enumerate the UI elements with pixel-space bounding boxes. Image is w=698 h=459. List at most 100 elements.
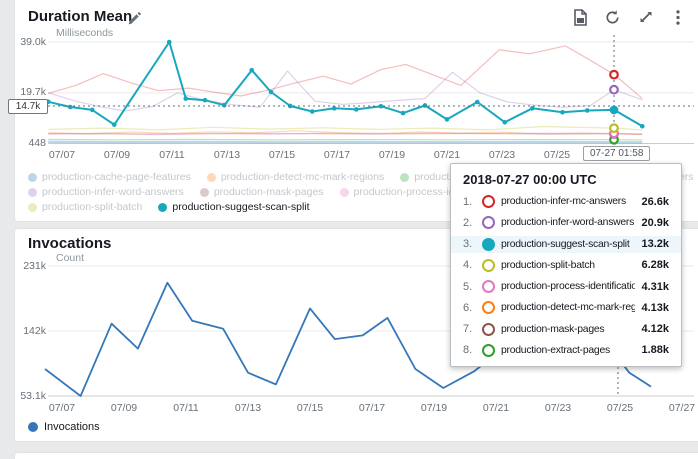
x-tick-label: 07/13 xyxy=(213,149,241,161)
tooltip-rank: 4. xyxy=(463,259,473,272)
tooltip-series-value: 4.13k xyxy=(641,301,669,314)
y-tick-label: 39.0k xyxy=(20,36,46,48)
y-tick-label: 448 xyxy=(28,137,46,149)
x-tick-label: 07/11 xyxy=(159,149,185,161)
tooltip-series-name: production-process-identification-region… xyxy=(501,281,636,293)
tooltip-rank: 2. xyxy=(463,216,473,229)
legend-label: production-infer-word-answers xyxy=(42,186,184,198)
tooltip-series-name: production-detect-mc-mark-regions xyxy=(501,302,636,314)
tooltip-row-production-mask-pages: 7. production-mask-pages 4.12k xyxy=(451,321,681,338)
x-tick-label: 07/15 xyxy=(268,149,296,161)
series-color-dot-icon xyxy=(482,237,495,251)
legend-dot xyxy=(158,202,168,212)
tooltip-series-name: production-infer-mc-answers xyxy=(501,196,626,208)
x-tick-label: 07/11 xyxy=(173,402,199,414)
x-tick-label: 07/19 xyxy=(420,402,448,414)
x-tick-label: 07/15 xyxy=(296,402,324,414)
tooltip-series-name: production-mask-pages xyxy=(501,323,605,335)
legend-dot xyxy=(199,187,209,197)
x-tick-label: 07/17 xyxy=(323,149,351,161)
tooltip-series-name: production-split-batch xyxy=(501,259,595,271)
tooltip-series-value: 6.28k xyxy=(641,259,669,272)
series-color-ring-icon xyxy=(482,343,495,357)
tooltip-row-production-infer-word-answers: 2. production-infer-word-answers 20.9k xyxy=(451,214,681,231)
y-tick-label: 19.7k xyxy=(20,86,46,98)
invocations-legend-dot xyxy=(28,422,38,432)
duration-chart-plot[interactable] xyxy=(48,35,694,144)
x-tick-label: 07/25 xyxy=(606,402,634,414)
invocations-unit-label: Count xyxy=(56,252,85,264)
series-color-ring-icon xyxy=(482,322,495,336)
legend-label: production-suggest-scan-split xyxy=(172,201,310,213)
tooltip-series-value: 26.6k xyxy=(641,195,669,208)
refresh-icon[interactable] xyxy=(604,9,622,27)
x-tick-label: 07/21 xyxy=(433,149,461,161)
tooltip-rows: 1. production-infer-mc-answers 26.6k 2. prod… xyxy=(451,191,681,361)
duration-chart-title: Duration Mean xyxy=(28,8,133,25)
duration-unit-label: Milliseconds xyxy=(56,27,114,39)
tooltip-row-production-extract-pages: 8. production-extract-pages 1.88k xyxy=(451,342,681,359)
x-tick-label: 07/13 xyxy=(234,402,262,414)
expand-icon[interactable] xyxy=(638,9,656,27)
legend-dot xyxy=(28,187,37,197)
tooltip-series-value: 4.31k xyxy=(641,280,669,293)
x-tick-label: 07/17 xyxy=(358,402,386,414)
legend-item-production-suggest-scan-split[interactable]: production-suggest-scan-split xyxy=(158,201,310,213)
x-tick-label: 07/19 xyxy=(378,149,406,161)
edit-title-icon[interactable] xyxy=(127,11,145,29)
tooltip-rank: 6. xyxy=(463,301,473,314)
y-tick-label: 53.1k xyxy=(20,390,46,402)
legend-item-production-cache-page-features[interactable]: production-cache-page-features xyxy=(28,171,191,183)
x-tick-label: 07/23 xyxy=(488,149,516,161)
legend-item-production-detect-mc-mark-regions[interactable]: production-detect-mc-mark-regions xyxy=(206,171,384,183)
tooltip-title: 2018-07-27 00:00 UTC xyxy=(463,172,597,187)
tooltip-rank: 1. xyxy=(463,195,473,208)
invocations-chart-title: Invocations xyxy=(28,235,112,252)
duration-hover-y-label: 14.7k xyxy=(8,99,48,114)
tooltip-row-production-detect-mc-mark-regions: 6. production-detect-mc-mark-regions 4.13k xyxy=(451,299,681,316)
tooltip-series-value: 20.9k xyxy=(641,216,669,229)
x-tick-label: 07/25 xyxy=(543,149,571,161)
tooltip-series-name: production-suggest-scan-split xyxy=(501,238,630,250)
legend-row: production-split-batch production-suggest… xyxy=(28,200,693,214)
legend-dot xyxy=(400,172,410,182)
x-tick-label: 07/07 xyxy=(48,402,76,414)
tooltip-rank: 3. xyxy=(463,238,473,251)
invocations-legend-label: Invocations xyxy=(44,421,100,433)
chart-tooltip: 2018-07-27 00:00 UTC 1. production-infer-… xyxy=(450,163,682,367)
x-tick-label: 07/21 xyxy=(482,402,510,414)
series-color-ring-icon xyxy=(482,258,495,272)
y-tick-label: 142k xyxy=(23,325,46,337)
x-tick-label: 07/23 xyxy=(544,402,572,414)
tooltip-series-name: production-extract-pages xyxy=(501,344,610,356)
next-chart-card-peek xyxy=(14,452,698,459)
y-tick-label: 231k xyxy=(23,260,46,272)
tooltip-row-production-infer-mc-answers: 1. production-infer-mc-answers 26.6k xyxy=(451,193,681,210)
tooltip-row-production-split-batch: 4. production-split-batch 6.28k xyxy=(451,257,681,274)
legend-item-production-infer-word-answers[interactable]: production-infer-word-answers xyxy=(28,186,184,198)
legend-dot xyxy=(28,172,37,182)
tooltip-rank: 5. xyxy=(463,280,473,293)
legend-label: production-mask-pages xyxy=(213,186,324,198)
menu-icon[interactable] xyxy=(671,9,689,27)
legend-dot xyxy=(28,202,37,212)
legend-item-production-mask-pages[interactable]: production-mask-pages xyxy=(199,186,324,198)
duration-hover-x-label: 07-27 01:58 xyxy=(583,146,651,161)
series-color-ring-icon xyxy=(482,301,495,315)
tooltip-series-value: 1.88k xyxy=(641,344,669,357)
tooltip-series-value: 13.2k xyxy=(641,238,669,251)
x-tick-label: 07/09 xyxy=(103,149,131,161)
legend-dot xyxy=(206,172,216,182)
series-color-ring-icon xyxy=(482,195,495,209)
series-color-ring-icon xyxy=(482,216,495,230)
tooltip-row-production-suggest-scan-split: 3. production-suggest-scan-split 13.2k xyxy=(451,235,681,253)
x-tick-label: 07/09 xyxy=(110,402,138,414)
legend-item-production-split-batch[interactable]: production-split-batch xyxy=(28,201,142,213)
tooltip-rank: 7. xyxy=(463,323,473,336)
report-icon[interactable] xyxy=(572,9,590,27)
invocations-legend[interactable]: Invocations xyxy=(28,421,100,433)
x-tick-label: 07/07 xyxy=(48,149,76,161)
legend-dot xyxy=(339,187,349,197)
legend-label: production-split-batch xyxy=(42,201,143,213)
